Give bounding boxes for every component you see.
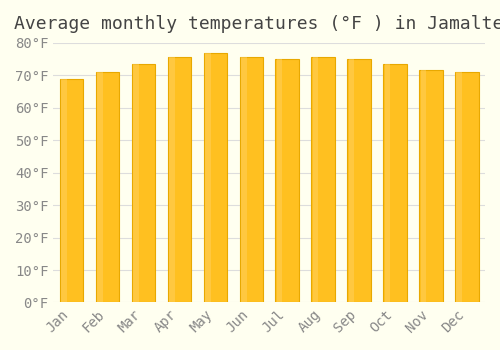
Title: Average monthly temperatures (°F ) in Jamalteca: Average monthly temperatures (°F ) in Ja…: [14, 15, 500, 33]
Bar: [61, 79, 66, 302]
Bar: [348, 59, 371, 302]
Bar: [384, 64, 407, 302]
Bar: [96, 72, 119, 302]
Bar: [168, 57, 174, 302]
Bar: [133, 64, 138, 302]
Bar: [240, 57, 263, 302]
Bar: [312, 57, 335, 302]
Bar: [132, 64, 155, 302]
Bar: [348, 59, 354, 302]
Bar: [204, 52, 210, 302]
Bar: [384, 64, 390, 302]
Bar: [60, 79, 83, 302]
Bar: [456, 72, 462, 302]
Bar: [420, 70, 426, 302]
Bar: [240, 57, 246, 302]
Bar: [456, 72, 478, 302]
Bar: [204, 52, 227, 302]
Bar: [420, 70, 442, 302]
Bar: [276, 59, 299, 302]
Bar: [168, 57, 191, 302]
Bar: [97, 72, 102, 302]
Bar: [312, 57, 318, 302]
Bar: [276, 59, 282, 302]
